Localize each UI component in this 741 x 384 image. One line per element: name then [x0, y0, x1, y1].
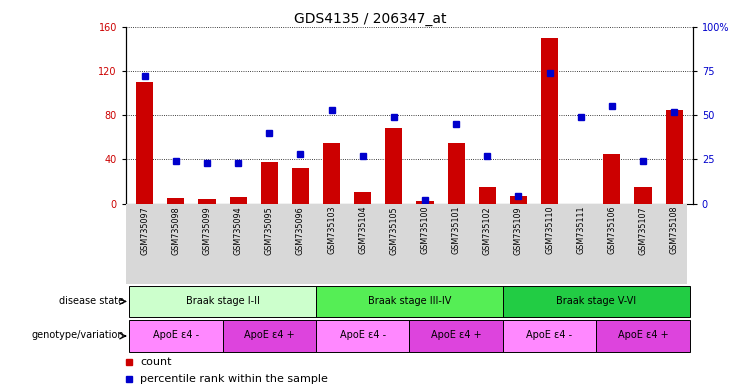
Bar — [316, 286, 503, 317]
Bar — [503, 286, 690, 317]
Text: genotype/variation: genotype/variation — [31, 330, 124, 340]
Text: ApoE ε4 -: ApoE ε4 - — [527, 330, 573, 340]
Text: GSM735110: GSM735110 — [545, 206, 554, 255]
Text: Braak stage V-VI: Braak stage V-VI — [556, 296, 637, 306]
Bar — [292, 168, 309, 204]
Text: GSM735111: GSM735111 — [576, 206, 585, 255]
Text: GSM735098: GSM735098 — [171, 206, 180, 255]
Text: Braak stage III-IV: Braak stage III-IV — [368, 296, 451, 306]
Bar — [129, 286, 316, 317]
Text: GSM735102: GSM735102 — [483, 206, 492, 255]
Text: Braak stage I-II: Braak stage I-II — [185, 296, 259, 306]
Text: GSM735103: GSM735103 — [327, 206, 336, 255]
Text: ApoE ε4 +: ApoE ε4 + — [244, 330, 295, 340]
Bar — [129, 320, 222, 352]
Text: GSM735106: GSM735106 — [608, 206, 617, 255]
Bar — [603, 154, 620, 204]
Text: GSM735097: GSM735097 — [140, 206, 149, 255]
Bar — [230, 197, 247, 204]
Bar — [199, 199, 216, 204]
Bar — [136, 82, 153, 204]
Text: ApoE ε4 +: ApoE ε4 + — [431, 330, 482, 340]
Bar — [222, 320, 316, 352]
Text: GSM735104: GSM735104 — [358, 206, 368, 255]
Text: GSM735109: GSM735109 — [514, 206, 523, 255]
Text: ApoE ε4 -: ApoE ε4 - — [153, 330, 199, 340]
Text: ApoE ε4 +: ApoE ε4 + — [618, 330, 668, 340]
Bar — [665, 110, 682, 204]
Bar — [510, 196, 527, 204]
Text: GSM735099: GSM735099 — [202, 206, 211, 255]
Bar — [597, 320, 690, 352]
Text: GSM735101: GSM735101 — [451, 206, 461, 255]
Bar — [448, 143, 465, 204]
Bar — [323, 143, 340, 204]
Text: GSM735096: GSM735096 — [296, 206, 305, 255]
Text: GSM735108: GSM735108 — [670, 206, 679, 255]
Text: GSM735094: GSM735094 — [233, 206, 242, 255]
Bar — [409, 320, 503, 352]
Text: count: count — [140, 357, 172, 367]
Bar — [541, 38, 558, 204]
Bar — [479, 187, 496, 204]
Bar — [385, 128, 402, 204]
Text: GSM735107: GSM735107 — [639, 206, 648, 255]
Bar — [354, 192, 371, 204]
Text: percentile rank within the sample: percentile rank within the sample — [140, 374, 328, 384]
Bar — [167, 198, 185, 204]
Text: GSM735095: GSM735095 — [265, 206, 273, 255]
Bar — [261, 162, 278, 204]
Text: ApoE ε4 -: ApoE ε4 - — [339, 330, 386, 340]
Text: GSM735100: GSM735100 — [420, 206, 430, 255]
Bar — [503, 320, 597, 352]
Text: GDS4135 / 206347_at: GDS4135 / 206347_at — [294, 12, 447, 25]
Text: GSM735105: GSM735105 — [389, 206, 399, 255]
Text: disease state: disease state — [59, 296, 124, 306]
Bar — [634, 187, 651, 204]
Bar — [316, 320, 409, 352]
Bar — [416, 201, 433, 204]
